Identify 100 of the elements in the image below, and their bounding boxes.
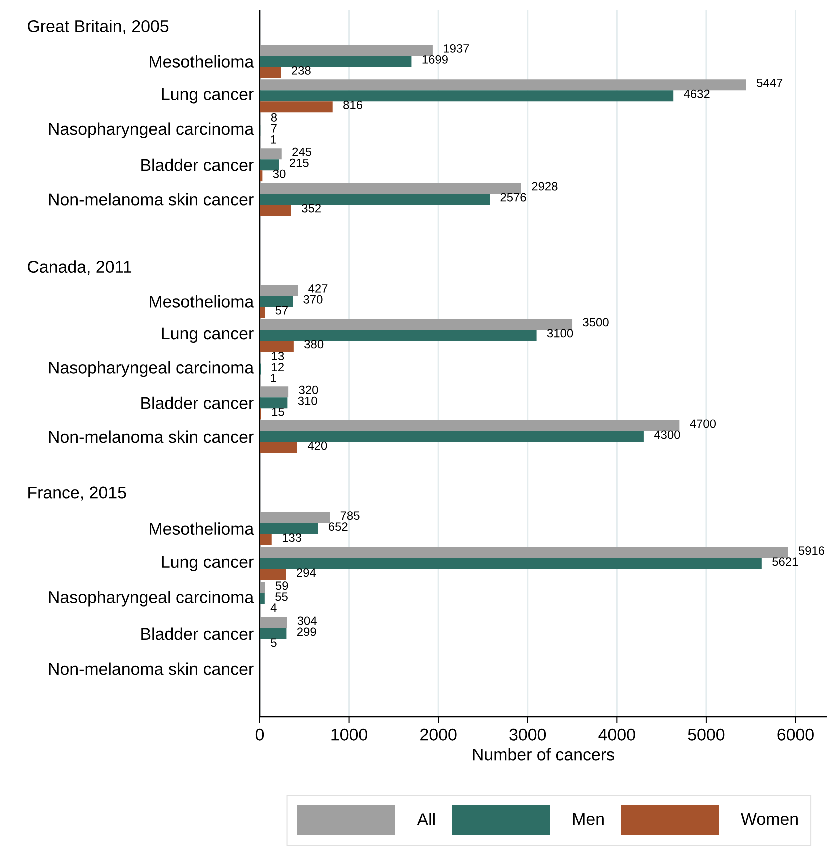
data-label: 3100 xyxy=(547,329,574,338)
y-tick-label: Non-melanoma skin cancer xyxy=(49,193,254,206)
data-label: 2576 xyxy=(500,193,526,202)
x-tick-label: 0 xyxy=(256,728,264,741)
y-tick-label: Lung cancer xyxy=(162,88,254,104)
bar xyxy=(260,102,333,113)
bar xyxy=(260,558,762,570)
data-label: 652 xyxy=(329,522,348,532)
data-label: 816 xyxy=(344,100,362,110)
data-label: 5621 xyxy=(772,558,798,566)
data-label: 59 xyxy=(276,582,288,590)
y-tick-label: Non-melanoma skin cancer xyxy=(49,430,254,444)
data-label: 4300 xyxy=(654,430,680,440)
text: All xyxy=(417,813,435,826)
x-tick-label: 3000 xyxy=(510,728,546,741)
y-tick-label: Mesothelioma xyxy=(150,522,254,536)
data-label: 370 xyxy=(304,295,323,304)
bar xyxy=(260,523,318,534)
data-label: 299 xyxy=(297,628,316,636)
x-tick-label: 5000 xyxy=(688,728,725,741)
x-tick-label: 4000 xyxy=(598,728,636,741)
bar xyxy=(260,534,272,546)
bar xyxy=(260,442,298,454)
bar xyxy=(260,398,288,409)
y-tick-label: Lung cancer xyxy=(162,556,254,572)
data-label: 4 xyxy=(270,604,277,612)
bar xyxy=(260,90,674,102)
data-label: 30 xyxy=(273,170,286,178)
bar xyxy=(260,205,292,216)
text: Canada, 2011 xyxy=(28,260,132,276)
data-label: 4700 xyxy=(690,420,716,428)
data-label: 310 xyxy=(298,396,318,406)
data-label: 1699 xyxy=(422,55,448,64)
y-tick-label: Bladder cancer xyxy=(142,396,254,410)
bar xyxy=(260,617,288,628)
data-label: 133 xyxy=(282,534,302,542)
y-tick-label: Nasopharyngeal carcinoma xyxy=(49,591,254,607)
y-tick-label: Nasopharyngeal carcinoma xyxy=(49,122,254,138)
bar xyxy=(260,340,294,352)
text: Men xyxy=(573,813,604,826)
data-label: 5916 xyxy=(798,546,825,556)
bar xyxy=(260,307,266,318)
x-axis-title: Number of cancers xyxy=(473,748,614,761)
data-label: 5447 xyxy=(757,78,783,88)
x-tick-label: 6000 xyxy=(778,728,814,741)
data-label: 304 xyxy=(298,616,317,626)
bar xyxy=(260,148,282,160)
bar xyxy=(260,569,286,580)
bar xyxy=(260,547,788,558)
bar xyxy=(260,67,282,78)
data-label: 1937 xyxy=(444,44,470,53)
bar xyxy=(260,582,266,594)
x-tick-label: 1000 xyxy=(332,728,368,741)
data-label: 57 xyxy=(276,306,288,315)
y-tick-label: Non-melanoma skin cancer xyxy=(49,662,254,676)
data-label: 2928 xyxy=(532,182,558,191)
bar xyxy=(260,45,433,56)
bar xyxy=(260,593,265,604)
data-label: 1 xyxy=(271,135,276,144)
x-tick-label: 2000 xyxy=(420,728,457,741)
data-label: 420 xyxy=(308,442,328,450)
data-label: 238 xyxy=(292,66,311,75)
data-label: 294 xyxy=(297,568,316,578)
data-label: 320 xyxy=(299,386,318,394)
y-tick-label: Lung cancer xyxy=(162,328,254,344)
y-tick-label: Mesothelioma xyxy=(150,55,254,68)
data-label: 245 xyxy=(292,148,312,156)
bar xyxy=(260,431,644,442)
data-label: 380 xyxy=(304,340,324,349)
data-label: 5 xyxy=(271,638,277,648)
data-label: 352 xyxy=(302,204,321,213)
data-label: 427 xyxy=(308,284,328,293)
bar xyxy=(260,420,680,432)
y-tick-label: Nasopharyngeal carcinoma xyxy=(49,361,254,378)
data-label: 4632 xyxy=(684,90,710,98)
bar xyxy=(260,330,537,341)
text: France, 2015 xyxy=(28,486,126,501)
data-label: 785 xyxy=(340,512,360,520)
data-label: 8 xyxy=(271,113,278,122)
data-label: 215 xyxy=(290,158,309,168)
bar xyxy=(260,318,573,330)
data-label: 55 xyxy=(276,592,288,602)
y-tick-label: Bladder cancer xyxy=(142,158,254,172)
y-tick-label: Mesothelioma xyxy=(150,295,254,308)
bar xyxy=(260,512,330,524)
text: Women xyxy=(741,813,798,826)
text: Great Britain, 2005 xyxy=(28,20,169,34)
bar xyxy=(260,296,294,308)
data-label: 12 xyxy=(272,363,284,372)
bar xyxy=(260,170,263,182)
bar xyxy=(260,285,298,296)
bar xyxy=(260,56,412,68)
bar xyxy=(260,194,490,206)
bar xyxy=(260,80,746,91)
bar xyxy=(260,183,522,194)
data-label: 15 xyxy=(272,408,284,416)
y-tick-label: Bladder cancer xyxy=(142,628,254,640)
bar xyxy=(260,160,280,171)
data-label: 3500 xyxy=(583,318,609,327)
bar xyxy=(260,386,289,398)
